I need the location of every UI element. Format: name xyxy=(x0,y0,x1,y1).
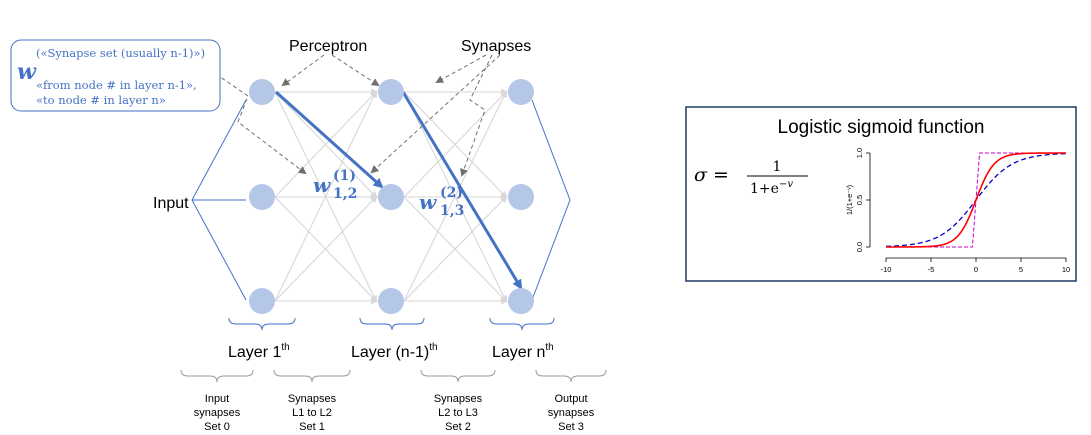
synapse-edge xyxy=(274,90,377,302)
legend-line-2: «from node # in layer n-1», xyxy=(36,78,197,92)
svg-text:L1 to L2: L1 to L2 xyxy=(292,407,332,419)
x-tick-label: 0 xyxy=(974,265,978,274)
synapse-edge xyxy=(274,90,378,198)
synapse-set-2: Synapses L2 to L3 Set 2 xyxy=(434,393,483,433)
legend-line-1: («Synapse set (usually n-1)») xyxy=(36,46,205,60)
neuron-node xyxy=(249,79,275,105)
formula-lhs: σ = xyxy=(694,164,729,186)
synapse-edges xyxy=(274,88,508,305)
neuron-node xyxy=(508,288,534,314)
plot-ylabel: 1/(1+e⁻ᵛ) xyxy=(845,184,854,215)
svg-text:Set 2: Set 2 xyxy=(445,421,471,433)
svg-text:w: w xyxy=(419,190,437,214)
svg-text:Set 3: Set 3 xyxy=(558,421,584,433)
x-tick-label: 10 xyxy=(1062,265,1070,274)
x-tick-label: -10 xyxy=(881,265,892,274)
svg-text:Set 0: Set 0 xyxy=(204,421,230,433)
svg-text:L2 to L3: L2 to L3 xyxy=(438,407,478,419)
synapse-edge xyxy=(274,195,378,302)
legend-symbol: w xyxy=(17,59,37,85)
svg-text:Set 1: Set 1 xyxy=(299,421,325,433)
layer-1-nodes xyxy=(249,79,275,314)
svg-text:Synapses: Synapses xyxy=(288,393,337,405)
layer-label-1: Layer 1th xyxy=(228,342,290,361)
synapse-set-3: Output synapses Set 3 xyxy=(548,393,595,433)
synapse-edge xyxy=(403,90,508,198)
legend-line-3: «to node # in layer n» xyxy=(36,93,166,107)
neuron-node xyxy=(508,184,534,210)
synapse-edge xyxy=(403,90,507,302)
sigmoid-panel: Logistic sigmoid function σ = 1 1+e−v 0.… xyxy=(685,106,1077,282)
input-label: Input xyxy=(153,195,189,212)
svg-text:1,3: 1,3 xyxy=(440,203,464,219)
layer-label-n-1: Layer (n-1)th xyxy=(351,342,438,361)
layer-n-nodes xyxy=(508,79,534,314)
synapse-set-0: Input synapses Set 0 xyxy=(194,393,241,433)
synapse-set-brackets xyxy=(180,369,607,383)
svg-text:synapses: synapses xyxy=(194,407,241,419)
synapse-set-1: Synapses L1 to L2 Set 1 xyxy=(288,393,337,433)
sigmoid-title: Logistic sigmoid function xyxy=(778,117,985,138)
svg-text:Synapses: Synapses xyxy=(434,393,483,405)
svg-text:1,2: 1,2 xyxy=(333,186,357,202)
svg-text:(1): (1) xyxy=(333,168,356,184)
plot-y-ticks: 0.0 0.5 1.0 xyxy=(855,148,870,252)
y-tick-label: 0.0 xyxy=(855,242,864,252)
x-tick-label: -5 xyxy=(928,265,935,274)
svg-text:synapses: synapses xyxy=(548,407,595,419)
layer-label-n: Layer nth xyxy=(492,342,554,361)
legend-box xyxy=(10,39,221,112)
x-tick-label: 5 xyxy=(1019,265,1023,274)
highlight-synapse-w2 xyxy=(401,91,523,290)
layer-n-1-nodes xyxy=(378,79,404,314)
svg-text:w: w xyxy=(313,173,331,197)
svg-text:Input: Input xyxy=(205,393,229,405)
svg-text:(2): (2) xyxy=(440,185,463,201)
perceptron-label: Perceptron xyxy=(289,38,367,55)
neuron-node xyxy=(249,184,275,210)
weight-label-w2: w (2) 1,3 xyxy=(419,185,464,219)
synapses-label: Synapses xyxy=(461,38,531,55)
neuron-node xyxy=(378,184,404,210)
svg-text:Output: Output xyxy=(554,393,587,405)
weight-label-w1: w (1) 1,2 xyxy=(313,168,357,202)
highlight-synapse-w1 xyxy=(274,90,384,189)
annotation-arrows xyxy=(209,54,501,177)
neuron-node xyxy=(378,79,404,105)
logistic-sigmoid-curve xyxy=(886,152,1066,248)
network-outline-right xyxy=(531,99,571,301)
formula-numerator: 1 xyxy=(773,159,782,175)
plot-x-ticks: -10 -5 0 5 10 xyxy=(881,258,1070,274)
neuron-node xyxy=(378,288,404,314)
neuron-node xyxy=(249,288,275,314)
neuron-node xyxy=(508,79,534,105)
y-tick-label: 0.5 xyxy=(855,195,864,205)
y-tick-label: 1.0 xyxy=(855,148,864,158)
formula-denominator: 1+e−v xyxy=(750,179,793,197)
sigmoid-panel-frame xyxy=(685,106,1077,282)
synapse-edge xyxy=(403,195,508,302)
layer-brackets xyxy=(228,317,555,331)
